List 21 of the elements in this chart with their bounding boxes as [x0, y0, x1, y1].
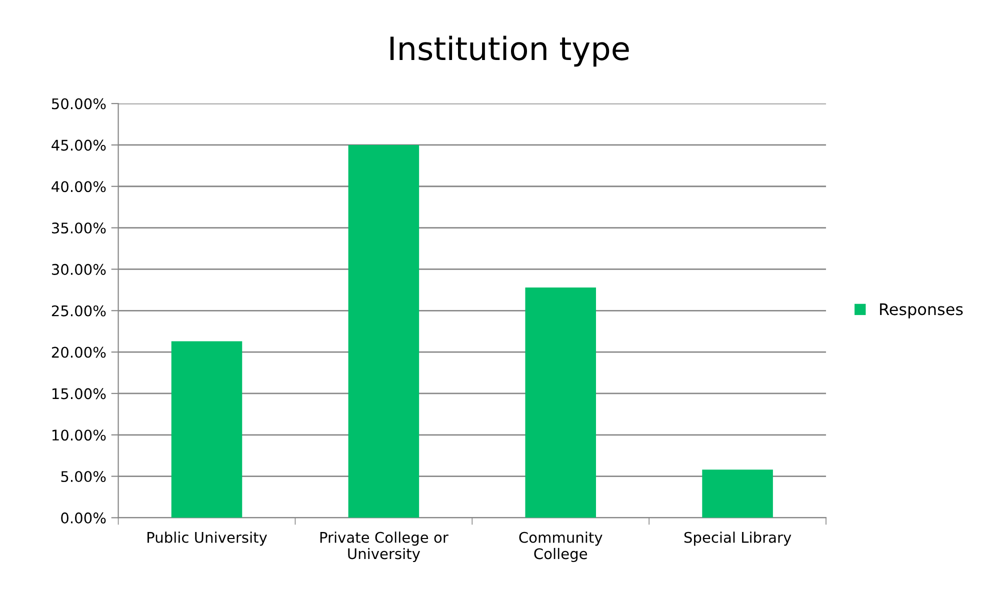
y-tick-label: 0.00%: [61, 512, 106, 524]
y-tick-label: 50.00%: [52, 98, 106, 110]
y-tick-label: 5.00%: [61, 471, 106, 482]
x-tick-label: Special Library: [684, 532, 792, 546]
y-tick-label: 40.00%: [52, 181, 106, 192]
y-tick-label: 10.00%: [52, 430, 106, 441]
y-tick-label: 30.00%: [52, 264, 106, 275]
chart-title: Institution type: [390, 36, 629, 67]
bar: [171, 341, 242, 518]
bar: [702, 470, 773, 518]
x-tick-label: Private College or University: [320, 532, 448, 562]
bar: [348, 144, 420, 518]
x-tick-label: Community College: [519, 532, 602, 562]
y-tick-label: 15.00%: [52, 388, 106, 400]
y-tick-label: 35.00%: [52, 222, 106, 234]
x-tick-label: Public University: [148, 532, 267, 546]
y-tick-label: 20.00%: [52, 346, 106, 358]
y-tick-label: 25.00%: [52, 305, 106, 316]
y-tick-label: 45.00%: [52, 140, 106, 151]
bar: [525, 287, 596, 518]
legend-label: Responses: [880, 303, 963, 318]
